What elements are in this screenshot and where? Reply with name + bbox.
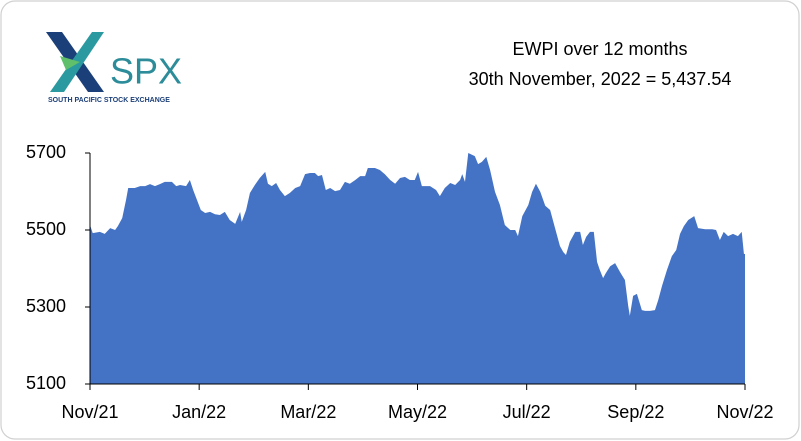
x-tick-label: Nov/21 (61, 402, 118, 422)
x-tick-label: Jan/22 (172, 402, 226, 422)
logo-mark (60, 56, 80, 70)
logo: SPX SOUTH PACIFIC STOCK EXCHANGE (46, 32, 182, 104)
logo-subtitle: SOUTH PACIFIC STOCK EXCHANGE (48, 97, 170, 104)
x-tick-label: Nov/22 (716, 402, 773, 422)
y-tick-label: 5500 (26, 219, 66, 239)
y-tick-label: 5700 (26, 142, 66, 162)
logo-text: SPX (110, 51, 182, 92)
chart-subtitle: 30th November, 2022 = 5,437.54 (469, 69, 732, 89)
area (90, 153, 745, 384)
x-tick-label: Mar/22 (280, 402, 336, 422)
x-tick-label: Sep/22 (607, 402, 664, 422)
y-tick-label: 5100 (26, 373, 66, 393)
x-tick-label: May/22 (388, 402, 447, 422)
x-tick-label: Jul/22 (503, 402, 551, 422)
y-tick-label: 5300 (26, 296, 66, 316)
chart-title: EWPI over 12 months (512, 39, 687, 59)
